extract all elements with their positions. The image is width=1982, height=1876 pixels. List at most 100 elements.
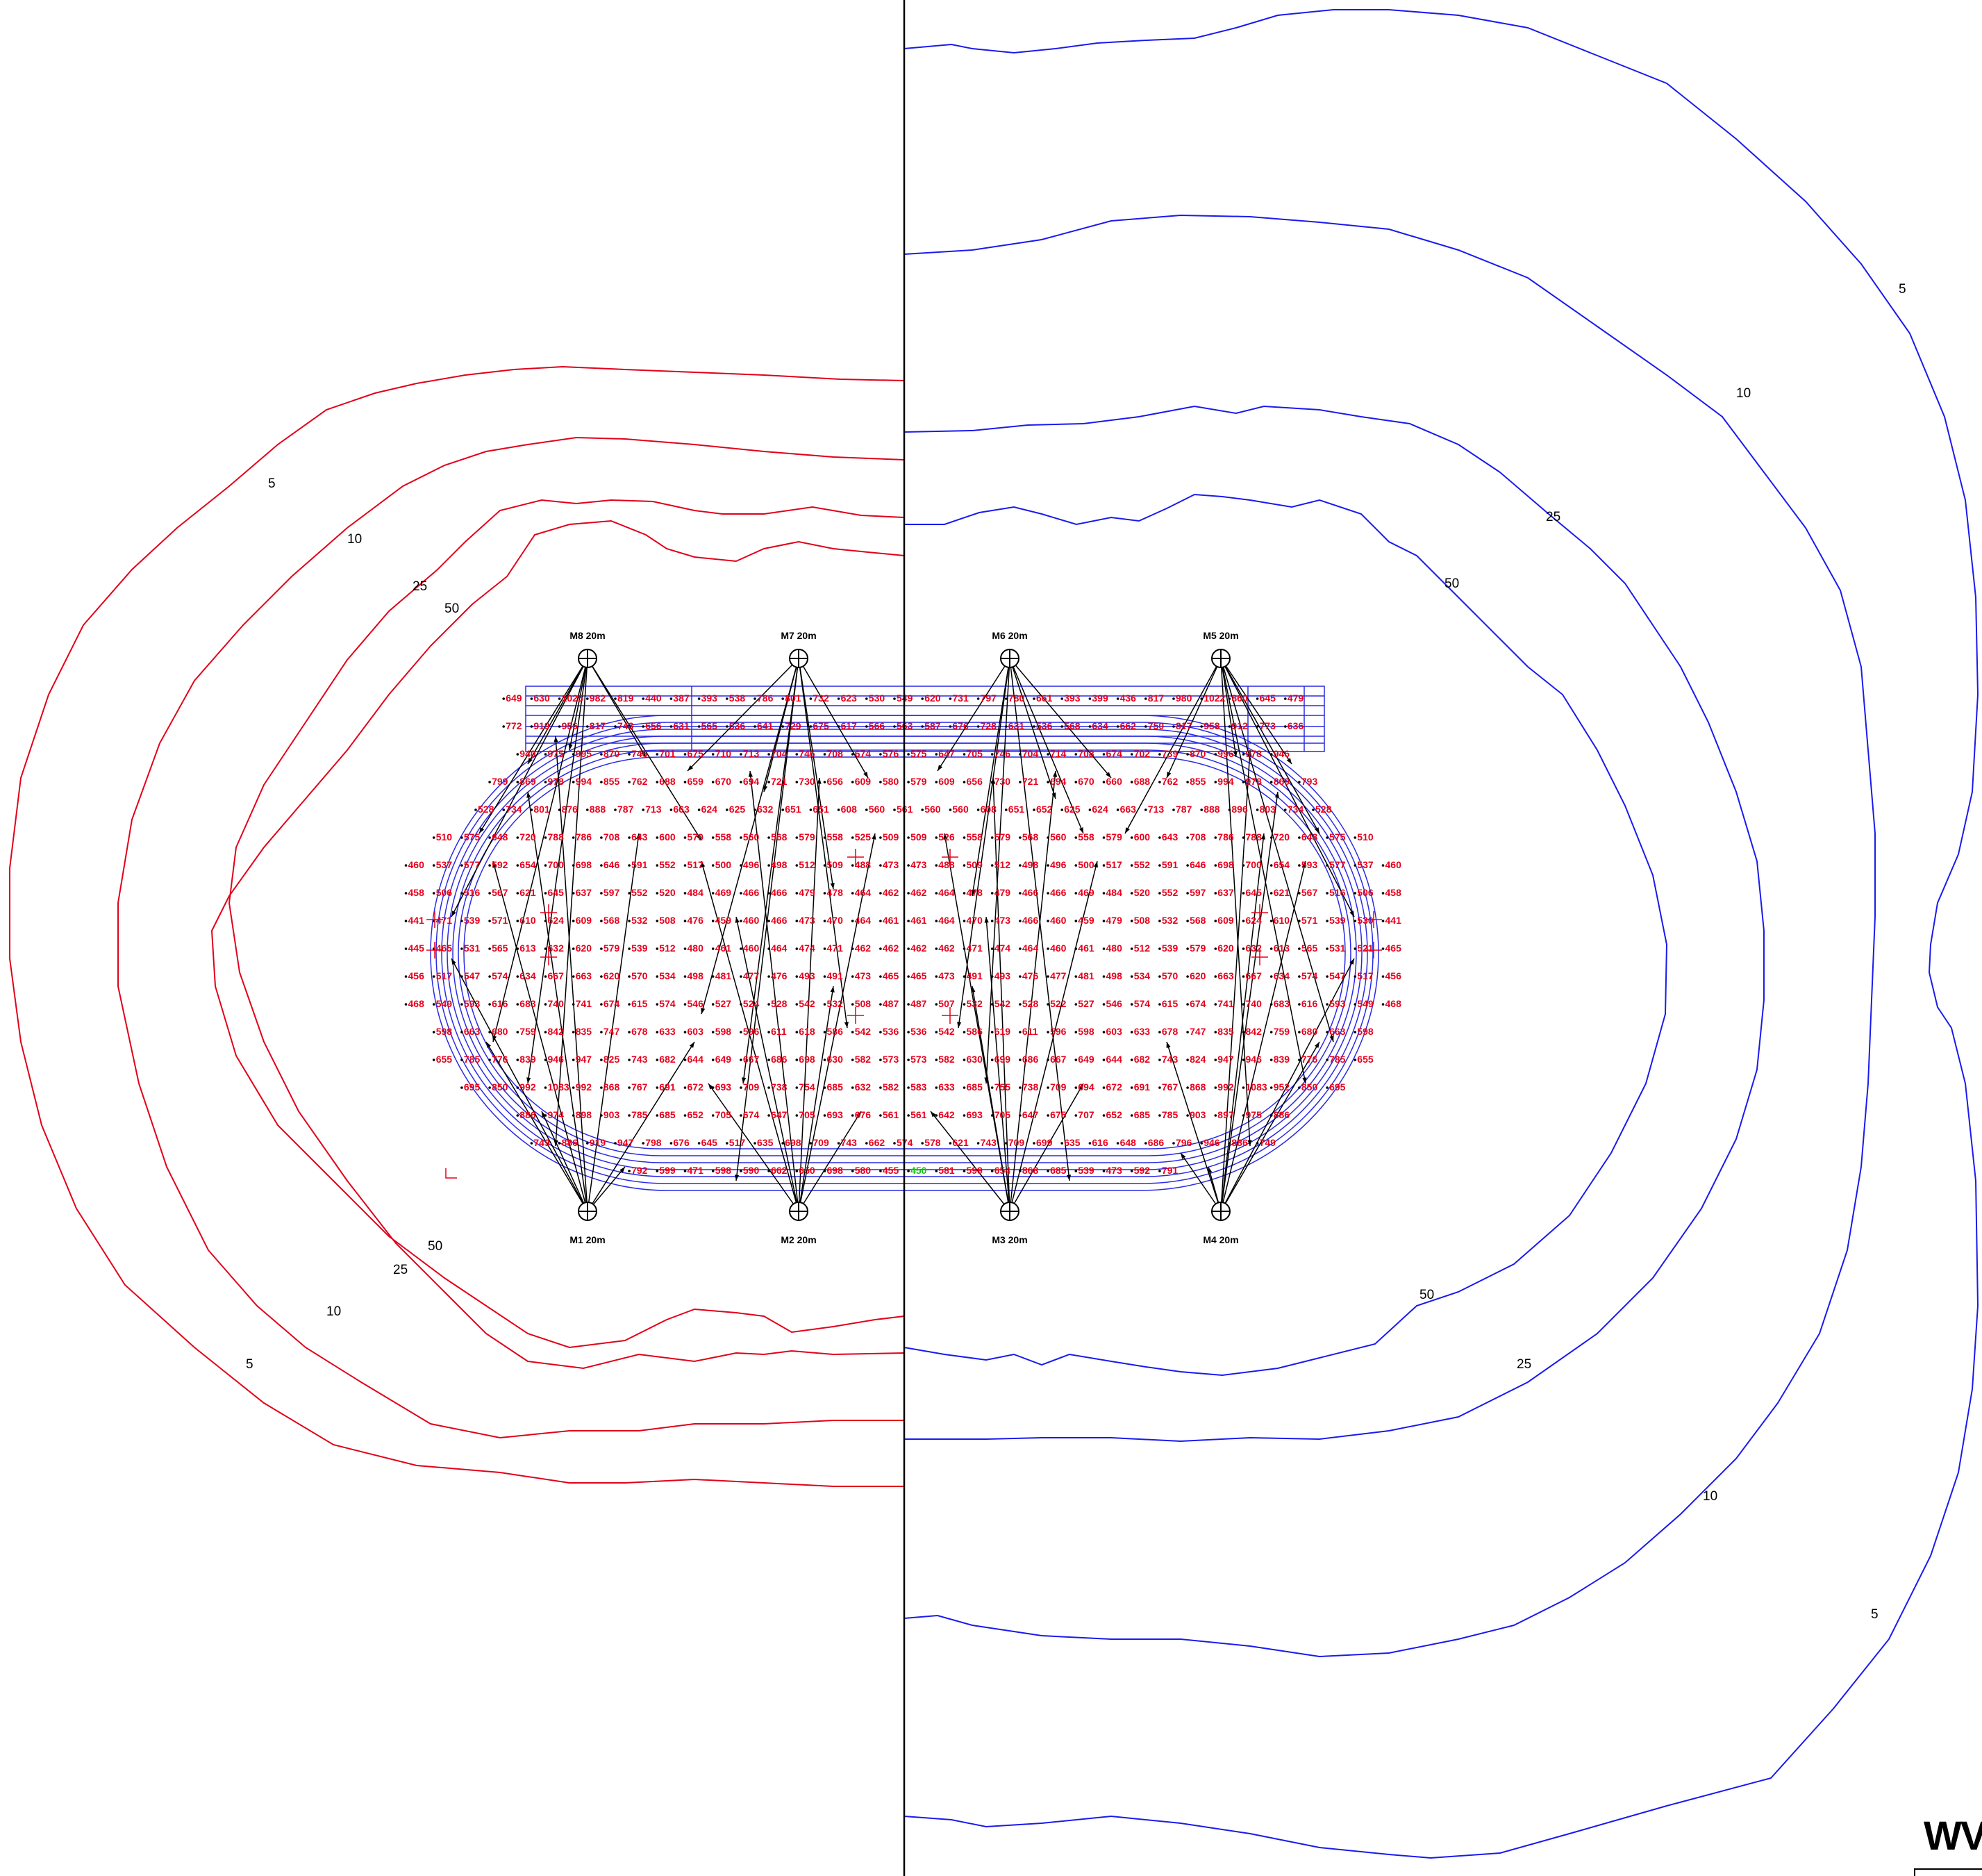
lux-value: 575 [464, 831, 481, 842]
lux-value: 480 [1106, 943, 1123, 954]
lux-value: 674 [1106, 748, 1123, 759]
mast-m4[interactable]: M4 20m [1203, 1202, 1239, 1245]
aiming-arrowhead [528, 758, 533, 764]
grid-point [1186, 753, 1189, 756]
grid-point [1214, 864, 1217, 867]
grid-point [1102, 1003, 1106, 1006]
lux-value: 577 [464, 859, 481, 870]
grid-point [865, 808, 868, 811]
lux-value: 517 [1357, 970, 1374, 981]
grid-point [1074, 781, 1078, 783]
grid-point [795, 892, 799, 895]
lux-value: 644 [688, 1054, 704, 1065]
lux-value: 560 [869, 804, 885, 815]
mast-m5[interactable]: M5 20m [1203, 630, 1239, 668]
lux-value: 743 [617, 720, 634, 731]
mast-m8[interactable]: M8 20m [569, 630, 606, 668]
lux-value: 568 [603, 915, 620, 926]
grid-point [1074, 1003, 1078, 1006]
grid-point [1047, 1170, 1049, 1172]
grid-point [544, 1114, 547, 1117]
grid-point [683, 753, 687, 756]
grid-point [990, 1114, 994, 1117]
mast-m1[interactable]: M1 20m [569, 1202, 606, 1245]
lux-value: 598 [1078, 1026, 1094, 1037]
grid-point [656, 1086, 659, 1089]
grid-point [544, 892, 547, 895]
grid-point [990, 1003, 994, 1006]
grid-point [851, 781, 854, 783]
grid-point [1047, 975, 1049, 978]
lux-value: 992 [576, 1081, 592, 1093]
grid-point [935, 1059, 938, 1061]
aiming-line [972, 658, 1010, 897]
grid-point [907, 975, 910, 978]
lux-value: 700 [1246, 859, 1263, 870]
aiming-arrowhead [568, 744, 573, 750]
grid-point [795, 836, 799, 839]
aiming-line [701, 658, 799, 1015]
lux-value: 743 [631, 1054, 648, 1065]
grid-point [1019, 1003, 1022, 1006]
grid-point [1074, 892, 1078, 895]
lux-value: 656 [645, 720, 662, 731]
lux-value: 746 [994, 748, 1011, 759]
lux-value: 667 [743, 1054, 760, 1065]
lux-value: 835 [1217, 1026, 1234, 1037]
grid-point [1269, 753, 1273, 756]
grid-point [628, 864, 631, 867]
lux-value: 596 [743, 1026, 760, 1037]
lux-value: 624 [1092, 804, 1108, 815]
mast-m6[interactable]: M6 20m [992, 630, 1028, 668]
grid-point [656, 753, 659, 756]
grid-point [1102, 864, 1106, 867]
grid-point [1158, 753, 1161, 756]
mast-m3[interactable]: M3 20m [992, 1202, 1028, 1245]
grid-point [1214, 1114, 1217, 1117]
grid-point [837, 725, 840, 728]
lux-value: 792 [631, 1165, 648, 1176]
grid-point [1186, 836, 1189, 839]
aiming-line [1009, 658, 1084, 834]
lux-value: 565 [492, 943, 508, 954]
grid-point [1326, 864, 1329, 867]
lux-value: 597 [1190, 887, 1206, 898]
lux-value: 441 [1385, 915, 1402, 926]
grid-point [1298, 975, 1301, 978]
lux-value: 470 [827, 915, 844, 926]
mast-m7[interactable]: M7 20m [781, 630, 817, 668]
lux-value: 731 [952, 692, 969, 704]
grid-point [683, 1031, 687, 1034]
lux-value: 561 [910, 1109, 927, 1120]
lux-value: 580 [883, 776, 899, 787]
lux-value: 633 [1134, 1026, 1151, 1037]
grid-point [1200, 725, 1203, 728]
lux-value: 683 [519, 998, 536, 1009]
grid-point [726, 697, 728, 700]
grid-point [404, 892, 408, 895]
lux-value: 586 [967, 1026, 983, 1037]
grid-point [544, 1059, 547, 1061]
grid-point [1269, 1059, 1273, 1061]
aiming-arrowhead [1247, 750, 1252, 756]
grid-point [879, 1114, 882, 1117]
grid-point [1269, 781, 1273, 783]
lux-value: 598 [1357, 1026, 1374, 1037]
grid-point [935, 836, 938, 839]
grid-point [893, 1142, 896, 1145]
grid-point [711, 1114, 715, 1117]
lux-value: 835 [576, 1026, 592, 1037]
grid-point [823, 836, 826, 839]
grid-point [1186, 864, 1189, 867]
grid-point [726, 725, 728, 728]
grid-point [1019, 1170, 1022, 1172]
aiming-line [527, 658, 588, 1084]
aiming-arrowhead [486, 1042, 491, 1048]
lux-value: 655 [436, 1054, 453, 1065]
lux-value: 648 [1301, 831, 1318, 842]
grid-point [600, 947, 603, 950]
mast-m2[interactable]: M2 20m [781, 1202, 817, 1245]
lux-value: 461 [1078, 943, 1094, 954]
grid-point [990, 1086, 994, 1089]
lux-value: 975 [548, 748, 565, 759]
